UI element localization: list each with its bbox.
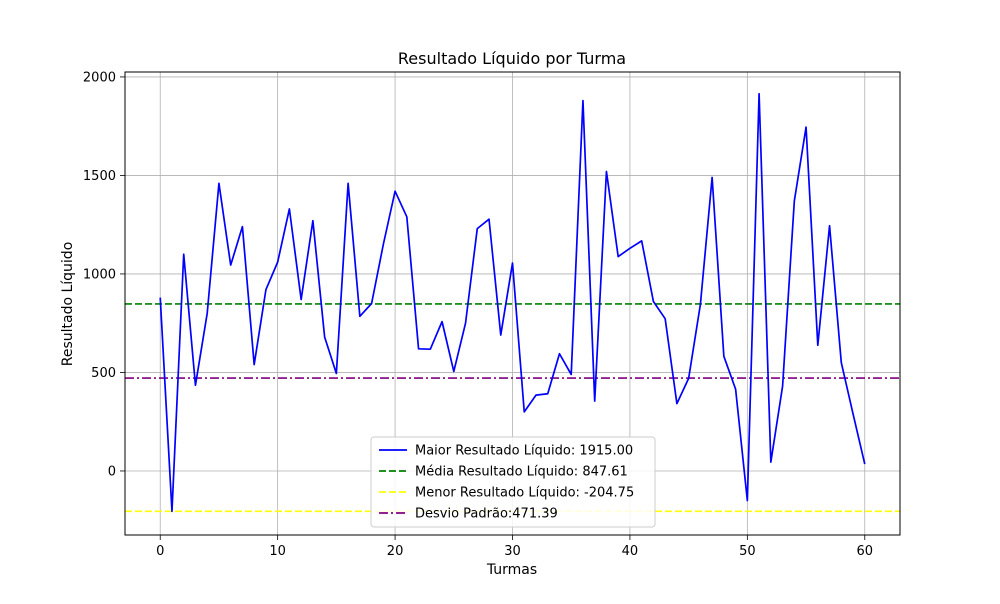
- y-tick-label: 500: [91, 366, 116, 381]
- reference-lines: [125, 303, 900, 513]
- x-tick-label: 20: [387, 544, 404, 559]
- x-tick-label: 60: [856, 544, 873, 559]
- series-layer: [159, 92, 866, 513]
- x-tick-label: 10: [269, 544, 286, 559]
- series-line: [159, 92, 866, 513]
- legend-label: Desvio Padrão:471.39: [415, 507, 558, 522]
- legend: Maior Resultado Líquido: 1915.00 Média Re…: [370, 436, 656, 528]
- y-tick-label: 0: [108, 464, 116, 479]
- y-tick-label: 1000: [83, 267, 116, 282]
- x-tick-label: 40: [622, 544, 639, 559]
- x-axis-ticks: 0 10 20 30 40 50 60: [156, 535, 873, 559]
- y-tick-label: 1500: [83, 169, 116, 184]
- legend-box: [370, 436, 656, 528]
- x-tick-label: 30: [504, 544, 521, 559]
- legend-label: Menor Resultado Líquido: -204.75: [415, 486, 634, 501]
- chart-title: Resultado Líquido por Turma: [398, 49, 626, 68]
- y-axis-ticks: 0 500 1000 1500 2000: [83, 70, 125, 479]
- y-tick-label: 2000: [83, 70, 116, 85]
- legend-label: Média Resultado Líquido: 847.61: [415, 465, 628, 480]
- legend-label: Maior Resultado Líquido: 1915.00: [415, 444, 633, 459]
- x-tick-label: 0: [156, 544, 164, 559]
- x-axis-label: Turmas: [486, 562, 537, 578]
- x-tick-label: 50: [739, 544, 756, 559]
- y-axis-label: Resultado Líquido: [60, 242, 76, 367]
